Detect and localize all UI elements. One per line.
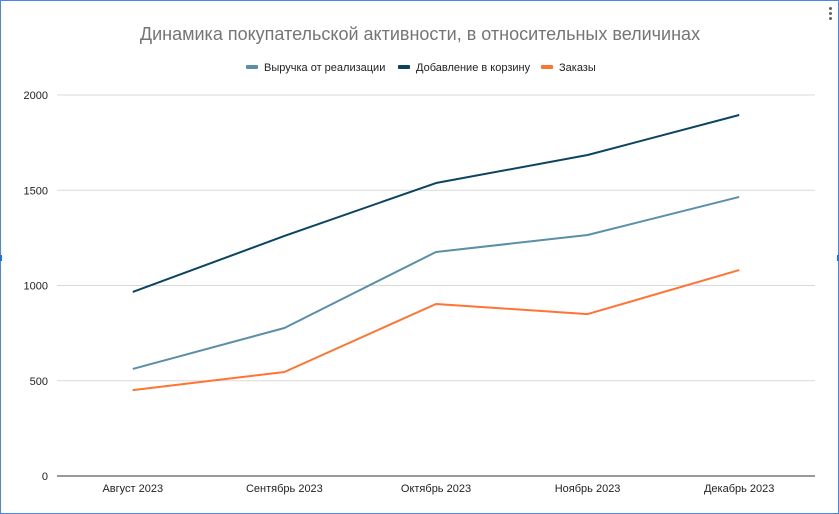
x-tick-label: Август 2023 (102, 483, 163, 495)
y-tick-label: 1500 (24, 185, 48, 197)
chart-title: Динамика покупательской активности, в от… (140, 24, 700, 44)
data-point (131, 290, 135, 294)
data-point (282, 370, 286, 374)
legend-item[interactable]: Выручка от реализации (246, 62, 385, 74)
data-point (737, 195, 741, 199)
data-point (282, 326, 286, 330)
more-options-icon[interactable] (827, 6, 833, 22)
data-point (434, 250, 438, 254)
legend-item[interactable]: Добавление в корзину (398, 62, 531, 74)
resize-handle-left[interactable] (0, 255, 2, 261)
y-tick-label: 500 (30, 376, 48, 388)
x-tick-label: Ноябрь 2023 (555, 483, 621, 495)
y-tick-label: 0 (42, 471, 48, 483)
series-2 (131, 113, 741, 294)
data-point (586, 153, 590, 157)
gridlines (57, 94, 815, 477)
series-line (132, 195, 740, 370)
data-point (434, 302, 438, 306)
x-tick-label: Октябрь 2023 (401, 483, 471, 495)
data-point (737, 268, 741, 272)
series-3 (131, 268, 741, 392)
data-point (131, 388, 135, 392)
data-point (586, 312, 590, 316)
y-tick-label: 1000 (24, 281, 48, 293)
y-tick-label: 2000 (24, 90, 48, 102)
series-lines (131, 113, 741, 392)
x-tick-label: Сентябрь 2023 (246, 483, 323, 495)
x-tick-label: Декабрь 2023 (704, 483, 774, 495)
legend-swatch (398, 65, 410, 69)
legend: Выручка от реализации Добавление в корзин… (246, 62, 596, 74)
series-line (132, 114, 740, 293)
legend-swatch (541, 65, 553, 69)
legend-item[interactable]: Заказы (541, 62, 596, 74)
x-axis-ticks: Август 2023 Сентябрь 2023 Октябрь 2023 Нояб… (102, 483, 774, 495)
data-point (434, 181, 438, 185)
legend-label: Добавление в корзину (416, 62, 531, 74)
legend-label: Заказы (559, 62, 596, 74)
data-point (282, 234, 286, 238)
resize-handle-right[interactable] (837, 255, 839, 261)
legend-label: Выручка от реализации (264, 62, 385, 74)
y-axis-ticks: 0 500 1000 1500 2000 (24, 90, 48, 483)
series-1 (131, 195, 741, 371)
data-point (586, 233, 590, 237)
legend-swatch (246, 65, 258, 69)
data-point (737, 113, 741, 117)
data-point (131, 367, 135, 371)
series-line (132, 269, 740, 392)
